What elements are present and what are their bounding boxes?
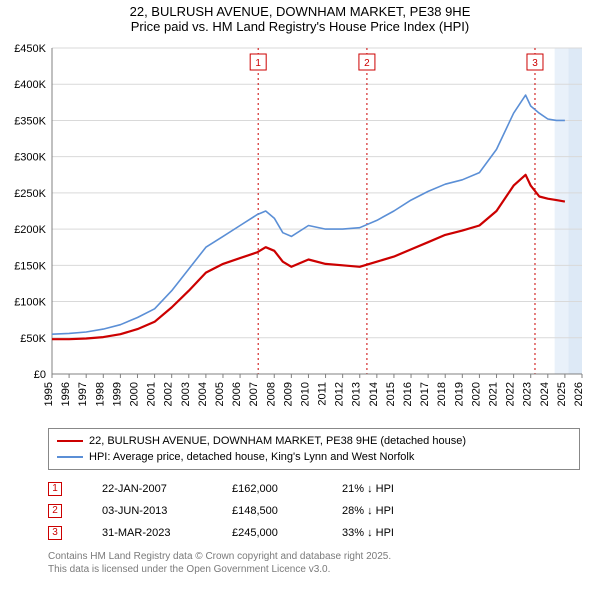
legend-row: HPI: Average price, detached house, King… [57, 449, 571, 465]
y-tick-label: £250K [14, 188, 46, 200]
y-tick-label: £50K [20, 333, 46, 345]
x-tick-label: 2007 [248, 382, 260, 406]
x-tick-label: 2019 [453, 382, 465, 406]
transaction-diff: 28% ↓ HPI [342, 500, 422, 522]
x-tick-label: 2001 [146, 382, 158, 406]
x-tick-label: 2018 [436, 382, 448, 406]
y-tick-label: £400K [14, 79, 46, 91]
legend-row: 22, BULRUSH AVENUE, DOWNHAM MARKET, PE38… [57, 433, 571, 449]
y-tick-label: £100K [14, 297, 46, 309]
x-tick-label: 1999 [111, 382, 123, 406]
transaction-diff: 33% ↓ HPI [342, 522, 422, 544]
chart-titles: 22, BULRUSH AVENUE, DOWNHAM MARKET, PE38… [8, 4, 592, 34]
transactions-table: 1 22-JAN-2007 £162,000 21% ↓ HPI 2 03-JUN-201… [48, 478, 580, 544]
transaction-price: £245,000 [232, 522, 302, 544]
marker-number: 2 [364, 58, 370, 69]
x-tick-label: 2020 [470, 382, 482, 406]
title-line-2: Price paid vs. HM Land Registry's House … [8, 19, 592, 34]
y-tick-label: £150K [14, 260, 46, 272]
marker-number: 1 [255, 58, 261, 69]
x-tick-label: 2002 [163, 382, 175, 406]
x-tick-label: 2022 [505, 382, 517, 406]
marker-number: 3 [532, 58, 538, 69]
x-tick-label: 2015 [385, 382, 397, 406]
x-tick-label: 1995 [43, 382, 55, 406]
legend-label: 22, BULRUSH AVENUE, DOWNHAM MARKET, PE38… [89, 433, 466, 449]
x-tick-label: 2021 [488, 382, 500, 406]
x-tick-label: 2009 [282, 382, 294, 406]
x-tick-label: 2017 [419, 382, 431, 406]
y-tick-label: £450K [14, 43, 46, 55]
footer-attribution: Contains HM Land Registry data © Crown c… [48, 550, 580, 576]
transaction-marker: 2 [48, 504, 62, 518]
transaction-marker: 1 [48, 482, 62, 496]
x-tick-label: 2026 [573, 382, 585, 406]
transaction-price: £162,000 [232, 478, 302, 500]
x-tick-label: 2016 [402, 382, 414, 406]
transaction-marker: 3 [48, 526, 62, 540]
transaction-row: 1 22-JAN-2007 £162,000 21% ↓ HPI [48, 478, 580, 500]
line-chart-svg: £0 £50K £100K £150K £200K £250K £300K £350K £400… [8, 40, 592, 420]
x-tick-label: 2013 [351, 382, 363, 406]
footer-line-1: Contains HM Land Registry data © Crown c… [48, 550, 580, 563]
x-tick-label: 2005 [214, 382, 226, 406]
x-tick-label: 1996 [60, 382, 72, 406]
x-tick-label: 2025 [556, 382, 568, 406]
transaction-date: 03-JUN-2013 [102, 500, 192, 522]
y-tick-label: £0 [34, 369, 46, 381]
transaction-row: 2 03-JUN-2013 £148,500 28% ↓ HPI [48, 500, 580, 522]
x-tick-label: 2014 [368, 382, 380, 406]
x-tick-label: 2011 [317, 382, 329, 406]
title-line-1: 22, BULRUSH AVENUE, DOWNHAM MARKET, PE38… [8, 4, 592, 19]
transaction-row: 3 31-MAR-2023 £245,000 33% ↓ HPI [48, 522, 580, 544]
x-tick-label: 1998 [94, 382, 106, 406]
x-tick-label: 2024 [539, 382, 551, 406]
x-tick-label: 2012 [334, 382, 346, 406]
x-tick-label: 2004 [197, 382, 209, 406]
transaction-date: 22-JAN-2007 [102, 478, 192, 500]
legend-swatch [57, 456, 83, 458]
x-tick-label: 2000 [128, 382, 140, 406]
transaction-date: 31-MAR-2023 [102, 522, 192, 544]
x-tick-label: 2008 [265, 382, 277, 406]
x-tick-label: 2003 [180, 382, 192, 406]
chart-container: 22, BULRUSH AVENUE, DOWNHAM MARKET, PE38… [0, 0, 600, 584]
y-tick-label: £200K [14, 224, 46, 236]
legend-label: HPI: Average price, detached house, King… [89, 449, 414, 465]
footer-line-2: This data is licensed under the Open Gov… [48, 563, 580, 576]
y-tick-label: £300K [14, 152, 46, 164]
transaction-diff: 21% ↓ HPI [342, 478, 422, 500]
legend: 22, BULRUSH AVENUE, DOWNHAM MARKET, PE38… [48, 428, 580, 470]
chart-area: £0 £50K £100K £150K £200K £250K £300K £350K £400… [8, 40, 592, 420]
x-tick-label: 2010 [299, 382, 311, 406]
y-tick-label: £350K [14, 115, 46, 127]
x-tick-label: 2023 [522, 382, 534, 406]
x-tick-label: 2006 [231, 382, 243, 406]
transaction-price: £148,500 [232, 500, 302, 522]
x-tick-label: 1997 [77, 382, 89, 406]
legend-swatch [57, 440, 83, 442]
